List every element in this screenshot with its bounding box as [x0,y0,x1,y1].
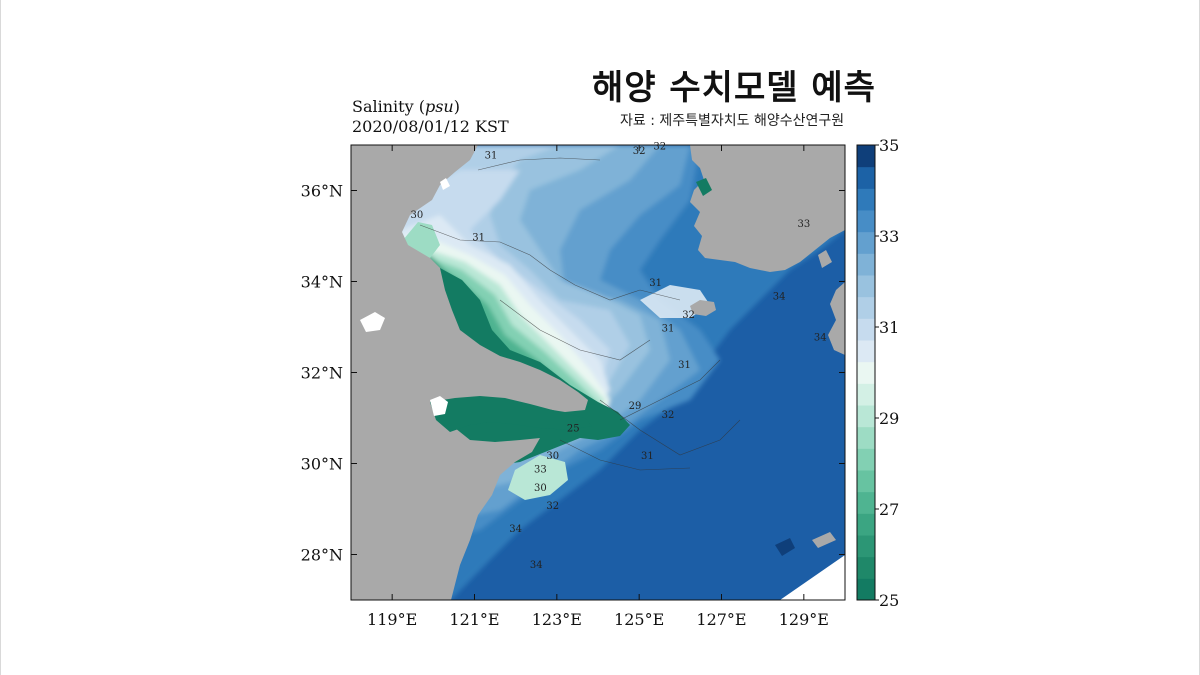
plot-title: Salinity (psu) 2020/08/01/12 KST [352,97,509,137]
contour-label: 34 [814,333,827,344]
contour-label: 33 [797,219,810,230]
contour-label: 34 [530,560,543,571]
contour-label: 34 [509,524,522,535]
colorbar-segment [857,426,875,449]
timestamp: 2020/08/01/12 KST [352,117,509,136]
korea-land [690,145,845,272]
colorbar-tick-label: 31 [879,318,899,337]
contour-label: 32 [633,146,646,157]
colorbar-segment [857,275,875,298]
small-island [812,532,836,548]
colorbar-tick-label: 35 [879,136,899,155]
colorbar-tick-label: 33 [879,227,899,246]
colorbar-segment [857,145,875,168]
colorbar-segment [857,491,875,514]
map-area [351,145,845,600]
contour-label: 30 [546,451,559,462]
china-land [351,145,588,600]
colorbar-segment [857,535,875,558]
colorbar-segment [857,405,875,428]
lat-tick-label: 36°N [301,182,343,201]
contour-label: 25 [567,424,580,435]
lon-tick-label: 123°E [532,610,582,629]
lat-tick-label: 34°N [301,273,343,292]
no-data-corner [780,555,845,600]
colorbar-segment [857,166,875,189]
lon-tick-label: 127°E [696,610,746,629]
kyushu-land [828,282,845,355]
colorbar-segment [857,210,875,233]
coastal-lowsalinity [696,178,712,196]
colorbar-segment [857,448,875,471]
contour-label: 32 [682,310,695,321]
colorbar-segment [857,513,875,536]
contour-label: 30 [534,483,547,494]
lat-tick-label: 28°N [301,546,343,565]
latitude-axis: 36°N 34°N 32°N 30°N 28°N [301,182,845,565]
colorbar-tick-label: 29 [879,409,899,428]
contour-label: 31 [472,233,485,244]
contour-label: 31 [678,360,691,371]
colorbar-segment [857,470,875,493]
lon-tick-label: 121°E [449,610,499,629]
colorbar-tick-label: 25 [879,591,899,610]
lat-tick-label: 32°N [301,364,343,383]
colorbar-segment [857,188,875,211]
contour-labels: 31 32 32 30 31 31 32 31 31 29 32 31 25 30 33 30 32 34 34 33… [410,142,826,572]
contour-label: 32 [662,410,675,421]
contour-label: 29 [629,401,642,412]
colorbar-segment [857,318,875,341]
contour-label: 32 [546,501,559,512]
yangtze-river [430,396,592,432]
colorbar-ticks: 25 27 29 31 33 35 [875,136,899,610]
lon-tick-label: 125°E [614,610,664,629]
deep-patch [775,538,795,556]
frame-left-edge [0,0,1,675]
longitude-axis: 119°E 121°E 123°E 125°E 127°E 129°E [367,145,829,629]
variable-name: Salinity [352,97,414,116]
colorbar-segment [857,361,875,384]
unit: psu [424,97,454,116]
colorbar-segment [857,578,875,601]
jeju-island [690,300,716,316]
lake [430,396,448,416]
hangzhou-plume [508,455,568,500]
lake [360,312,385,332]
colorbar-segment [857,556,875,579]
lake [440,178,450,190]
contour-label: 31 [641,451,654,462]
lon-tick-label: 119°E [367,610,417,629]
contour-label: 31 [662,324,675,335]
lat-tick-label: 30°N [301,455,343,474]
variable-line: Salinity (psu) [352,97,460,116]
contour-label: 31 [485,151,498,162]
colorbar-segment [857,296,875,319]
colorbar-segment [857,340,875,363]
colorbar-tick-label: 27 [879,500,899,519]
colorbar-segment [857,383,875,406]
contour-label: 34 [773,292,786,303]
lon-tick-label: 129°E [779,610,829,629]
data-source: 자료 : 제주특별자치도 해양수산연구원 [620,113,845,129]
colorbar-frame [856,144,876,601]
tsushima-island [818,250,832,268]
contour-label: 30 [410,210,423,221]
contour-lines [419,157,741,471]
contour-label: 32 [653,142,666,153]
contour-label: 33 [534,465,547,476]
contour-label: 31 [649,278,662,289]
headline: 해양 수치모델 예측 [592,68,876,108]
colorbar [856,144,876,601]
colorbar-segment [857,231,875,254]
colorbar-segment [857,253,875,276]
